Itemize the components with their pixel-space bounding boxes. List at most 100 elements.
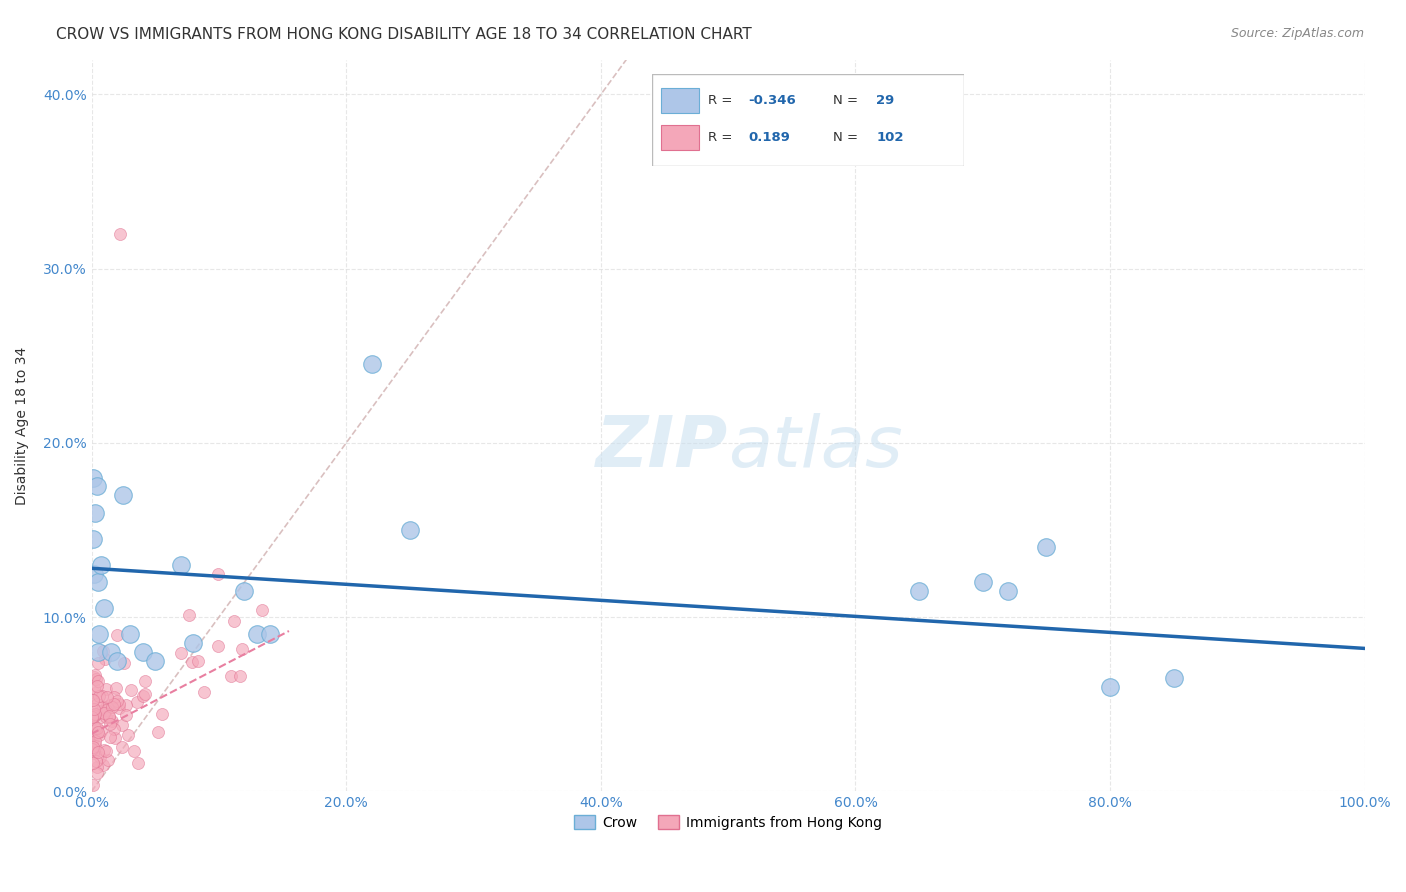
Text: ZIP: ZIP [596,413,728,482]
Point [82,693,104,707]
Point [181,655,204,669]
Point [108,227,131,241]
Point [83,724,105,739]
Point [83,681,105,696]
Point [82,742,104,756]
Point [221,669,243,683]
Point [86,679,108,693]
Point [82,471,104,485]
Point [90,723,112,738]
Point [233,583,256,598]
Point [89,689,111,703]
Point [87,746,110,760]
Point [97,708,120,723]
Point [131,645,153,659]
Point [83,702,105,716]
Point [1099,680,1122,694]
Point [84,667,107,681]
Text: CROW VS IMMIGRANTS FROM HONG KONG DISABILITY AGE 18 TO 34 CORRELATION CHART: CROW VS IMMIGRANTS FROM HONG KONG DISABI… [56,27,752,42]
Point [118,627,141,641]
Point [98,710,121,724]
Point [100,700,122,714]
Point [94,652,117,666]
Point [103,697,125,711]
Point [134,674,156,689]
Point [111,718,134,732]
Point [177,608,200,623]
Point [972,575,994,590]
Point [124,744,146,758]
Point [91,689,114,703]
Point [82,743,104,757]
Point [97,753,120,767]
Point [103,690,125,704]
Point [87,711,110,725]
Point [89,627,111,641]
Point [193,685,215,699]
Point [112,656,135,670]
Point [82,532,104,546]
Point [94,710,117,724]
Point [93,706,115,720]
Point [207,567,229,582]
Point [98,716,121,731]
Point [82,712,104,726]
Point [82,739,104,754]
Point [229,669,252,683]
Point [252,603,274,617]
Point [997,583,1019,598]
Point [82,778,104,792]
Point [83,566,105,581]
Point [1035,541,1057,555]
Point [93,601,115,615]
Point [100,698,122,712]
Point [96,690,118,704]
Point [186,654,208,668]
Point [82,746,104,760]
Point [87,728,110,742]
Point [87,673,110,688]
Point [83,708,105,723]
Point [86,727,108,741]
Point [83,670,105,684]
Point [105,681,128,695]
Point [1163,671,1185,685]
Point [89,750,111,764]
Point [86,760,108,774]
Point [91,643,114,657]
Point [143,654,166,668]
Point [115,698,138,712]
Point [86,479,108,493]
Point [146,725,169,739]
Point [94,699,117,714]
Point [246,627,269,641]
Legend: Crow, Immigrants from Hong Kong: Crow, Immigrants from Hong Kong [569,810,887,836]
Point [83,719,105,733]
Point [82,693,104,707]
Point [91,699,114,714]
Point [100,730,122,744]
Point [86,754,108,768]
Point [125,695,148,709]
Point [183,636,205,650]
Point [114,708,136,723]
Point [908,583,931,598]
Point [169,646,191,660]
Point [84,506,107,520]
Point [105,654,128,668]
Point [83,739,105,753]
Point [86,707,108,722]
Point [86,725,108,739]
Point [87,575,110,590]
Point [84,706,107,721]
Point [108,701,131,715]
Point [93,743,115,757]
Point [80,734,103,748]
Point [107,694,129,708]
Point [117,727,139,741]
Point [94,702,117,716]
Point [100,645,122,659]
Point [80,710,103,724]
Point [259,627,281,641]
Point [94,744,117,758]
